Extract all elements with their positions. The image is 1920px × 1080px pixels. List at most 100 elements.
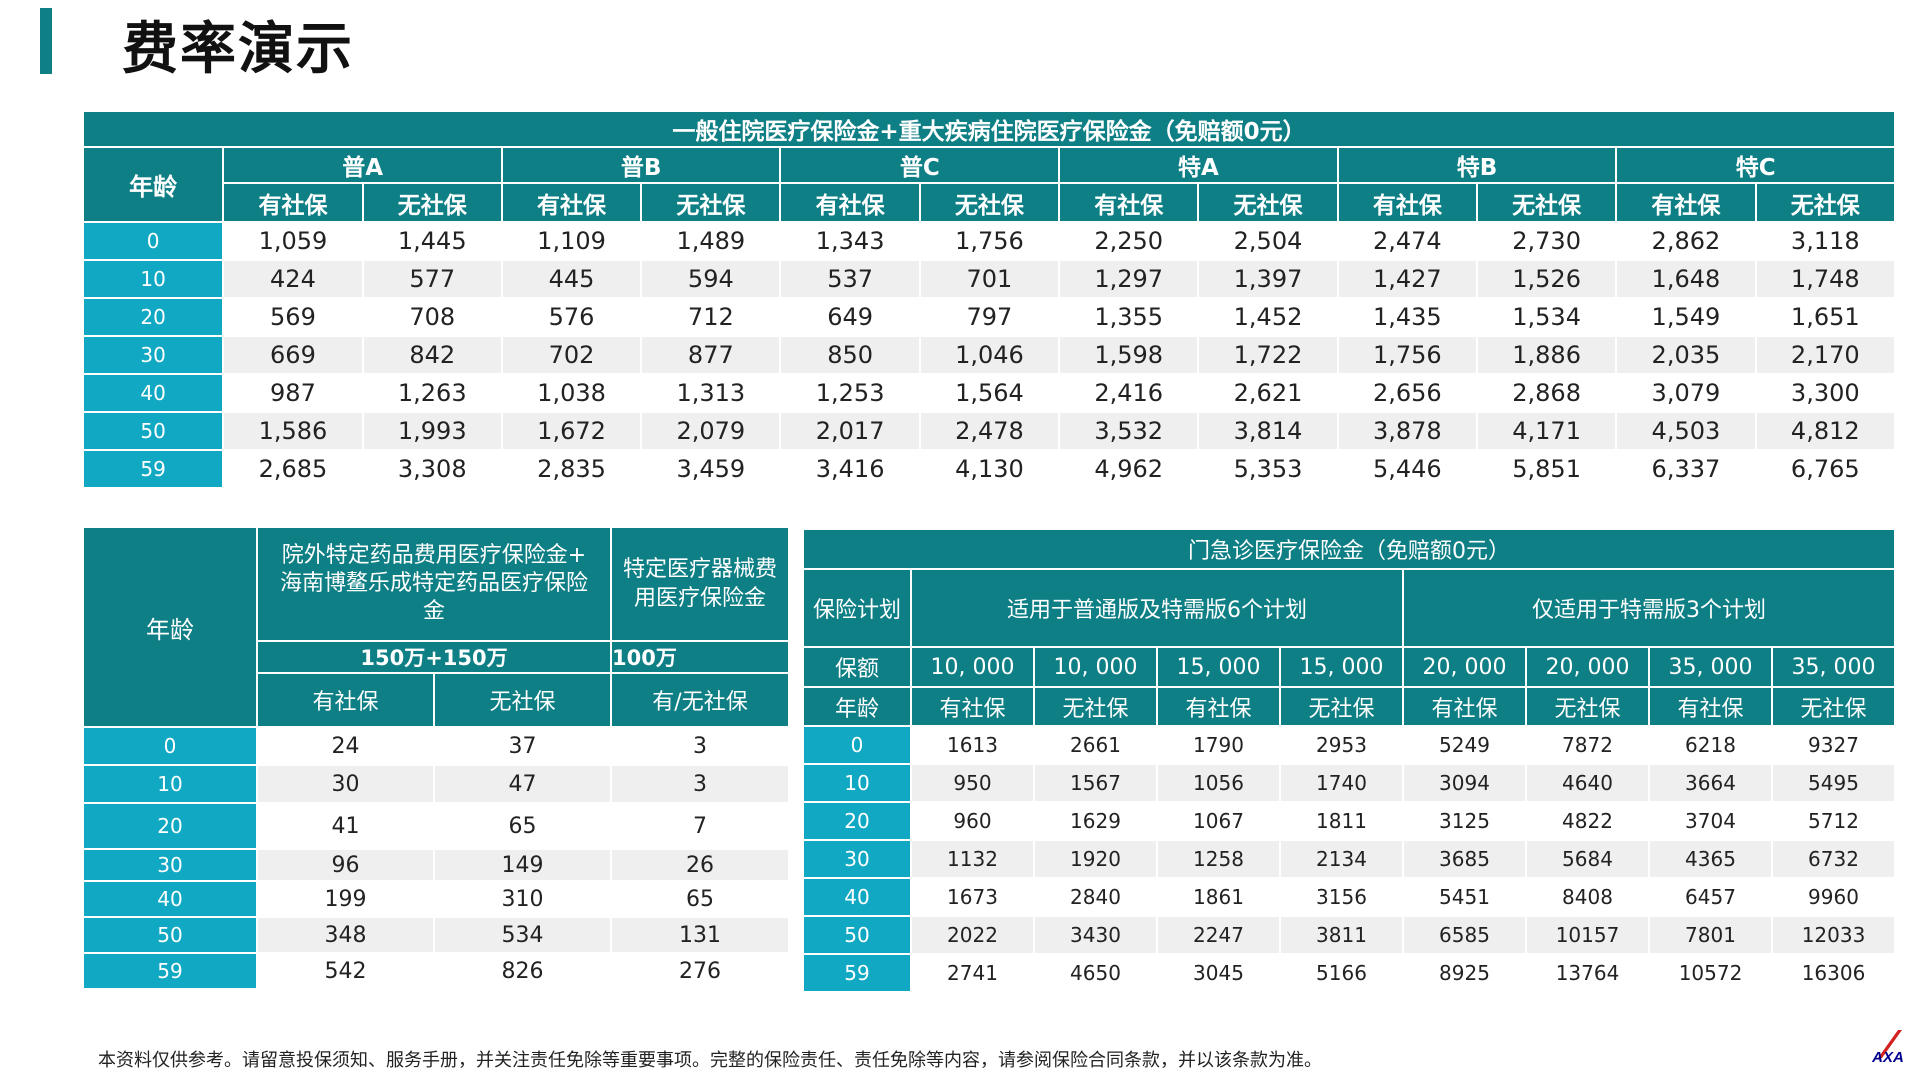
age-cell: 10 <box>82 764 258 804</box>
premium-cell: 5,851 <box>1475 449 1618 489</box>
premium-cell: 26 <box>610 848 791 882</box>
premium-cell: 3156 <box>1279 877 1404 917</box>
premium-cell: 594 <box>640 259 782 299</box>
age-cell: 30 <box>802 839 912 879</box>
premium-cell: 47 <box>432 764 613 804</box>
premium-cell: 37 <box>432 726 613 766</box>
premium-cell: 850 <box>779 335 921 375</box>
premium-cell: 842 <box>361 335 503 375</box>
premium-cell: 1,526 <box>1475 259 1618 299</box>
premium-cell: 1790 <box>1156 725 1281 765</box>
premium-cell: 5,446 <box>1336 449 1478 489</box>
sum-insured-cell: 10, 000 <box>910 646 1035 688</box>
plan-label: 保险计划 <box>802 568 912 648</box>
premium-cell: 1920 <box>1033 839 1158 879</box>
premium-cell: 9960 <box>1771 877 1896 917</box>
premium-cell: 30 <box>256 764 435 804</box>
premium-cell: 1,598 <box>1058 335 1200 375</box>
premium-cell: 3,814 <box>1197 411 1339 451</box>
plan-header: 特B <box>1336 146 1618 184</box>
premium-cell: 3 <box>610 764 791 804</box>
table-row: 0 1613 2661 1790 2953 5249 7872 6218 9327 <box>802 725 1896 765</box>
premium-cell: 1,651 <box>1754 297 1897 337</box>
age-cell: 0 <box>802 725 912 765</box>
title-accent-bar <box>40 8 52 74</box>
premium-cell: 4,171 <box>1475 411 1618 451</box>
premium-cell: 2953 <box>1279 725 1404 765</box>
premium-cell: 3704 <box>1648 801 1773 841</box>
premium-cell: 2,474 <box>1336 221 1478 261</box>
premium-cell: 7872 <box>1525 725 1650 765</box>
premium-cell: 41 <box>256 802 435 850</box>
premium-cell: 424 <box>222 259 364 299</box>
premium-cell: 1,355 <box>1058 297 1200 337</box>
inpatient-rate-table: 一般住院医疗保险金+重大疾病住院医疗保险金（免赔额0元） 年龄 普A 普B 普C… <box>81 110 1897 489</box>
premium-cell: 3,300 <box>1754 373 1897 413</box>
premium-cell: 712 <box>640 297 782 337</box>
premium-cell: 1,756 <box>1336 335 1478 375</box>
sum-insured-cell: 10, 000 <box>1033 646 1158 688</box>
coverage-subheader: 有社保 <box>1336 182 1478 223</box>
premium-cell: 5712 <box>1771 801 1896 841</box>
drug-rate-table: 年龄 院外特定药品费用医疗保险金+ 海南博鳌乐成特定药品医疗保险 金 特定医疗器… <box>82 526 791 990</box>
premium-cell: 1,564 <box>918 373 1061 413</box>
premium-cell: 5495 <box>1771 763 1896 803</box>
coverage-subheader: 无社保 <box>1525 686 1650 727</box>
premium-cell: 6732 <box>1771 839 1896 879</box>
table-row: 20 960 1629 1067 1811 3125 4822 3704 5712 <box>802 801 1896 841</box>
premium-cell: 1,046 <box>918 335 1061 375</box>
age-cell: 20 <box>82 802 258 850</box>
premium-cell: 3,878 <box>1336 411 1478 451</box>
plan-header: 普A <box>222 146 503 184</box>
table-row: 0 24 37 3 <box>82 726 791 766</box>
table-row: 0 1,059 1,445 1,109 1,489 1,343 1,756 2,250 2,50… <box>81 221 1897 261</box>
premium-cell: 4640 <box>1525 763 1650 803</box>
premium-cell: 877 <box>640 335 782 375</box>
coverage-subheader: 有社保 <box>256 672 435 728</box>
premium-cell: 2,017 <box>779 411 921 451</box>
age-cell: 0 <box>81 221 225 261</box>
coverage-subheader: 有社保 <box>1402 686 1527 727</box>
table-row: 20 569 708 576 712 649 797 1,355 1,452 1,435 1,534… <box>81 297 1897 337</box>
premium-cell: 149 <box>432 848 613 882</box>
premium-cell: 2661 <box>1033 725 1158 765</box>
coverage-subheader: 无社保 <box>1279 686 1404 727</box>
table-row: 10 950 1567 1056 1740 3094 4640 3664 5495 <box>802 763 1896 803</box>
age-cell: 40 <box>82 880 258 918</box>
age-cell: 20 <box>802 801 912 841</box>
premium-cell: 1,397 <box>1197 259 1339 299</box>
premium-cell: 1,452 <box>1197 297 1339 337</box>
coverage-subheader: 无社保 <box>1754 182 1897 223</box>
age-cell: 50 <box>802 915 912 955</box>
age-cell: 50 <box>81 411 225 451</box>
age-cell: 40 <box>81 373 225 413</box>
premium-cell: 2,835 <box>500 449 643 489</box>
premium-cell: 2840 <box>1033 877 1158 917</box>
premium-cell: 9327 <box>1771 725 1896 765</box>
premium-cell: 1056 <box>1156 763 1281 803</box>
premium-cell: 1567 <box>1033 763 1158 803</box>
sum-insured-cell: 35, 000 <box>1771 646 1896 688</box>
sum-insured-cell: 35, 000 <box>1648 646 1773 688</box>
coverage-subheader: 有社保 <box>1156 686 1281 727</box>
premium-cell: 537 <box>779 259 921 299</box>
premium-cell: 96 <box>256 848 435 882</box>
premium-cell: 12033 <box>1771 915 1896 955</box>
sum-insured-cell: 15, 000 <box>1156 646 1281 688</box>
coverage-subheader: 有社保 <box>779 182 921 223</box>
premium-cell: 1,263 <box>361 373 503 413</box>
premium-cell: 65 <box>432 802 613 850</box>
drug-header-line: 院外特定药品费用医疗保险金+ <box>281 543 587 568</box>
premium-cell: 2,035 <box>1615 335 1757 375</box>
age-cell: 59 <box>82 952 258 990</box>
premium-cell: 2,170 <box>1754 335 1897 375</box>
premium-cell: 1132 <box>910 839 1035 879</box>
premium-cell: 1811 <box>1279 801 1404 841</box>
premium-cell: 8925 <box>1402 953 1527 993</box>
premium-cell: 6585 <box>1402 915 1527 955</box>
premium-cell: 4,812 <box>1754 411 1897 451</box>
coverage-subheader: 无社保 <box>1197 182 1339 223</box>
premium-cell: 960 <box>910 801 1035 841</box>
table-row: 50 348 534 131 <box>82 916 791 954</box>
premium-cell: 1,038 <box>500 373 643 413</box>
